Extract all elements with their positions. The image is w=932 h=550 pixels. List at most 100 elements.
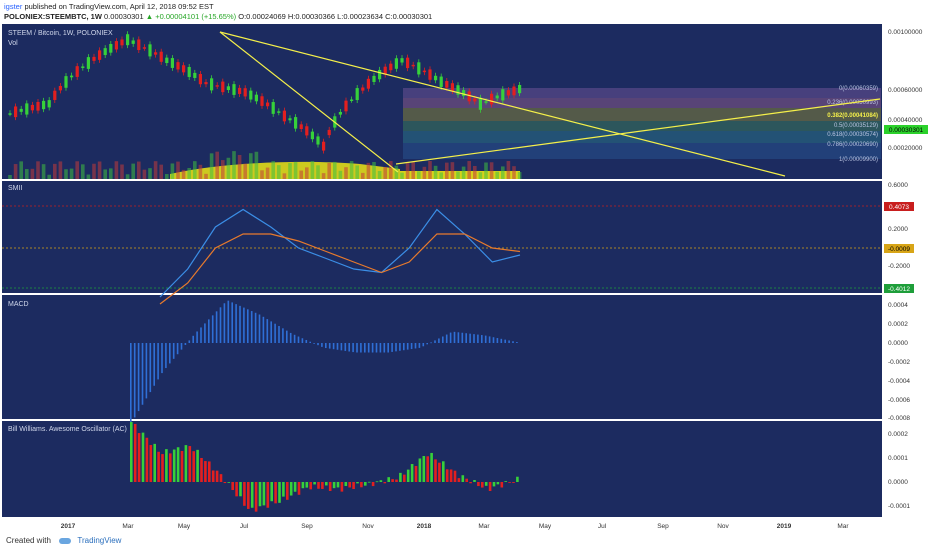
macd-tick-label: -0.0002 [888,359,910,366]
ac-bar [383,482,387,484]
macd-bar [379,343,382,353]
price-panel-title: STEEM / Bitcoin, 1W, POLONIEX [8,30,113,37]
ac-bar [254,482,258,512]
trendline-left[interactable] [219,31,399,173]
trendline-top[interactable] [219,31,786,177]
ac-bar [371,482,375,487]
ac-bar [414,465,418,482]
ac-bar [469,482,472,484]
chart-header: igster published on TradingView.com, Apr… [0,0,932,24]
ac-bar [145,437,149,482]
ac-bar [465,478,468,482]
price-change: ▲ +0.00004101 (+15.65%) [145,12,237,21]
time-tick-label: Mar [122,523,134,530]
ac-bar [438,462,441,482]
macd-tick-label: -0.0008 [888,415,910,422]
ac-bar [512,482,515,483]
macd-bar [247,309,249,343]
macd-bar [250,311,253,343]
volume-bar [506,161,511,179]
author-link[interactable]: igster [4,2,23,11]
macd-bar [477,334,479,343]
macd-bar [270,321,272,343]
volume-bar [411,162,415,179]
time-tick-label: Jul [240,523,249,530]
tradingview-brand-link[interactable]: TradingView [77,536,122,545]
volume-bar [13,164,18,179]
candle-body [445,81,449,88]
candle-body [232,84,236,95]
ac-panel-title: Bill Williams. Awesome Oscillator (AC) [8,426,127,433]
volume-bar [355,165,359,179]
candle-body [131,40,135,44]
ac-bar [274,482,277,504]
macd-bar [141,343,144,405]
volume-bar [372,162,376,179]
candle-body [204,82,208,85]
macd-bar [426,343,428,345]
macd-bar [258,314,261,343]
candle-body [338,111,342,115]
candle-body [372,75,376,82]
ac-bar [364,482,367,486]
fib-level-label: 0.382(0.00041084) [827,113,878,119]
smi-tick-label: 0.2000 [888,226,908,233]
volume-bar [215,151,219,179]
volume-bar [489,162,494,179]
ac-bar [250,482,254,508]
macd-bar [165,343,167,369]
volume-bar [86,174,91,179]
ac-bar [297,482,301,495]
macd-tick-label: -0.0006 [888,397,910,404]
macd-bar [196,331,198,343]
macd-bar [336,343,339,350]
volume-bar [47,174,51,179]
ac-bar [496,482,500,485]
macd-bar [266,319,269,343]
macd-bar [254,312,257,343]
ac-bar [286,482,289,500]
candle-body [501,89,505,101]
chart-canvas[interactable]: STEEM / Bitcoin, 1W, POLONIEX Vol SMII M… [0,24,932,532]
macd-bar [192,335,194,343]
time-tick-label: 2019 [777,523,792,530]
candle-body [439,76,443,87]
price-axis[interactable] [882,24,932,517]
low-value: L:0.00023634 [337,12,383,21]
candle-body [249,90,253,100]
macd-panel[interactable] [2,295,882,419]
volume-bar [439,172,443,179]
fib-retracement[interactable] [403,88,881,159]
macd-bar [344,343,347,351]
footer: Created with TradingView [0,532,932,550]
macd-bar [465,333,467,343]
smi-upper-tag [884,202,914,211]
candle-body [327,129,331,136]
ac-bar [477,482,480,487]
candle-body [266,102,270,107]
ac-bar [317,482,320,489]
macd-axis-ticks: 0.0004 0.0002 0.0000 -0.0002 -0.0004 -0.0006 -… [888,302,910,422]
candle-body [344,100,348,112]
macd-bar [149,343,152,393]
time-axis[interactable] [2,517,882,532]
volume-bar [305,167,309,179]
volume-bar [232,151,236,179]
candle-body [350,99,354,101]
volume-bar [53,163,57,179]
smi-panel[interactable] [2,181,882,293]
volume-label: Vol [8,40,18,47]
fib-level-label: 1(0.00009900) [839,157,878,163]
trendline-rising[interactable] [395,98,881,165]
candle-body [394,58,398,69]
macd-bar [406,343,409,350]
macd-bar [371,343,374,353]
volume-bar [198,164,203,179]
macd-bar [469,333,471,343]
candle-body [8,113,12,115]
candle-body [25,103,29,115]
macd-bar [227,300,230,343]
volume-bar [310,161,315,179]
macd-bar [484,335,487,343]
candle-body [260,96,264,106]
